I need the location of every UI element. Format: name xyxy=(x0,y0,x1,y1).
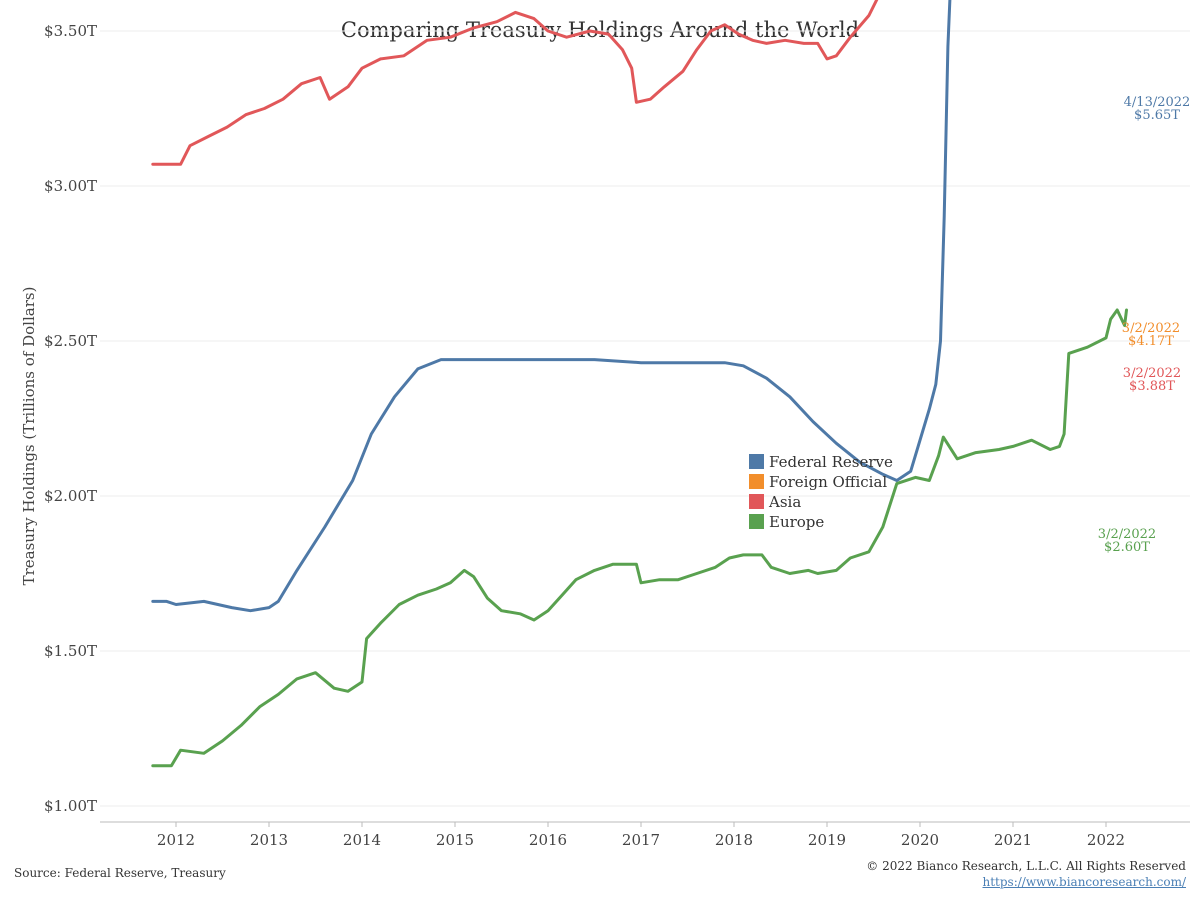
x-tick-label: 2017 xyxy=(622,831,660,849)
x-tick-label: 2012 xyxy=(157,831,195,849)
annotation-date: 4/13/2022 xyxy=(1124,95,1191,110)
copyright-block: © 2022 Bianco Research, L.L.C. All Right… xyxy=(866,858,1186,890)
x-tick-label: 2015 xyxy=(436,831,474,849)
legend-label: Europe xyxy=(769,513,824,531)
y-tick-label: $3.50T xyxy=(44,22,97,40)
y-tick-label: $1.00T xyxy=(44,797,97,815)
x-axis-ticks: 2012 2013 2014 2015 2016 2017 2018 2019 2020 2021… xyxy=(157,822,1125,849)
annotation-value: $5.65T xyxy=(1134,108,1180,123)
y-tick-label: $2.00T xyxy=(44,487,97,505)
legend-swatch xyxy=(749,454,764,469)
x-tick-label: 2019 xyxy=(808,831,846,849)
y-tick-label: $1.50T xyxy=(44,642,97,660)
x-tick-label: 2020 xyxy=(901,831,939,849)
series-line-asia xyxy=(151,0,879,166)
legend-label: Federal Reserve xyxy=(769,453,893,471)
chart-title: Comparing Treasury Holdings Around the W… xyxy=(341,18,859,42)
x-tick-label: 2022 xyxy=(1087,831,1125,849)
series-lines xyxy=(151,0,1128,768)
grid-lines xyxy=(100,30,1190,807)
x-tick-label: 2013 xyxy=(250,831,288,849)
annotation-value: $3.88T xyxy=(1129,379,1175,394)
series-line-europe xyxy=(151,308,1128,768)
x-tick-label: 2018 xyxy=(715,831,753,849)
x-tick-label: 2016 xyxy=(529,831,567,849)
legend-label: Asia xyxy=(768,493,801,511)
y-axis-label: Treasury Holdings (Trillions of Dollars) xyxy=(20,287,38,586)
source-note: Source: Federal Reserve, Treasury xyxy=(14,866,226,880)
copyright-text: © 2022 Bianco Research, L.L.C. All Right… xyxy=(866,859,1186,873)
end-annotations: 4/13/2022$5.65T3/2/2022$4.17T3/2/2022$3.… xyxy=(1098,95,1191,555)
y-tick-label: $3.00T xyxy=(44,177,97,195)
x-tick-label: 2021 xyxy=(994,831,1032,849)
y-tick-label: $2.50T xyxy=(44,332,97,350)
legend: Federal Reserve Foreign Official Asia Europ… xyxy=(749,453,893,531)
legend-swatch xyxy=(749,514,764,529)
y-axis-ticks: $1.00T$1.50T$2.00T$2.50T$3.00T$3.50T$4.0… xyxy=(44,22,97,815)
x-tick-label: 2014 xyxy=(343,831,381,849)
annotation-date: 3/2/2022 xyxy=(1098,527,1156,542)
legend-label: Foreign Official xyxy=(769,473,887,491)
legend-swatch xyxy=(749,494,764,509)
annotation-date: 3/2/2022 xyxy=(1123,366,1181,381)
series-line-federal-reserve xyxy=(151,0,952,613)
annotation-value: $4.17T xyxy=(1128,334,1174,349)
legend-swatch xyxy=(749,474,764,489)
website-link[interactable]: https://www.biancoresearch.com/ xyxy=(982,875,1186,889)
annotation-value: $2.60T xyxy=(1104,540,1150,555)
annotation-date: 3/2/2022 xyxy=(1122,321,1180,336)
